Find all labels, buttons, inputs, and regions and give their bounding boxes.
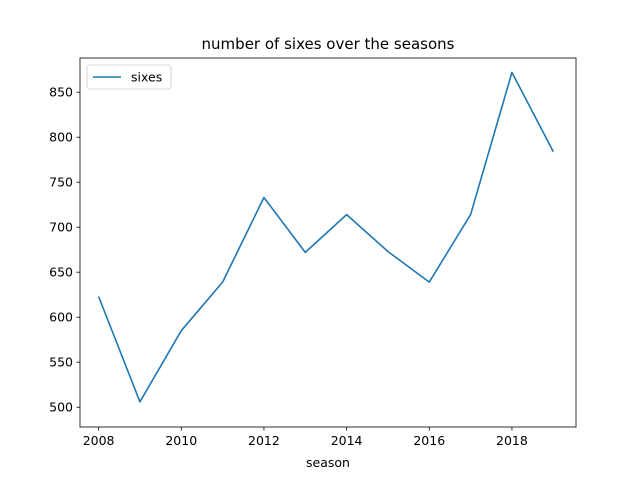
plot-area: 2008 2010 2012 2014 2016 2018 500 550 600 650 700 7… — [49, 57, 577, 448]
legend: sixes — [86, 64, 172, 90]
legend-label-sixes: sixes — [131, 70, 162, 85]
y-tick-label-800: 800 — [49, 130, 73, 145]
y-tick-label-750: 750 — [49, 175, 73, 190]
chart-title: number of sixes over the seasons — [202, 35, 455, 53]
y-tick-label-700: 700 — [49, 220, 73, 235]
x-tick-label-2012: 2012 — [248, 433, 280, 448]
y-tick-label-500: 500 — [49, 400, 73, 415]
y-tick-label-600: 600 — [49, 310, 73, 325]
x-axis-label: season — [306, 455, 350, 470]
series-line-sixes — [97, 71, 554, 403]
y-tick-label-550: 550 — [49, 355, 73, 370]
x-tick-label-2008: 2008 — [83, 433, 115, 448]
x-tick-label-2016: 2016 — [413, 433, 445, 448]
legend-box — [86, 64, 172, 90]
x-tick-label-2010: 2010 — [165, 433, 197, 448]
x-tick-label-2018: 2018 — [496, 433, 528, 448]
x-tick-label-2014: 2014 — [331, 433, 363, 448]
y-tick-label-650: 650 — [49, 265, 73, 280]
y-tick-label-850: 850 — [49, 85, 73, 100]
axes-frame — [79, 57, 577, 428]
